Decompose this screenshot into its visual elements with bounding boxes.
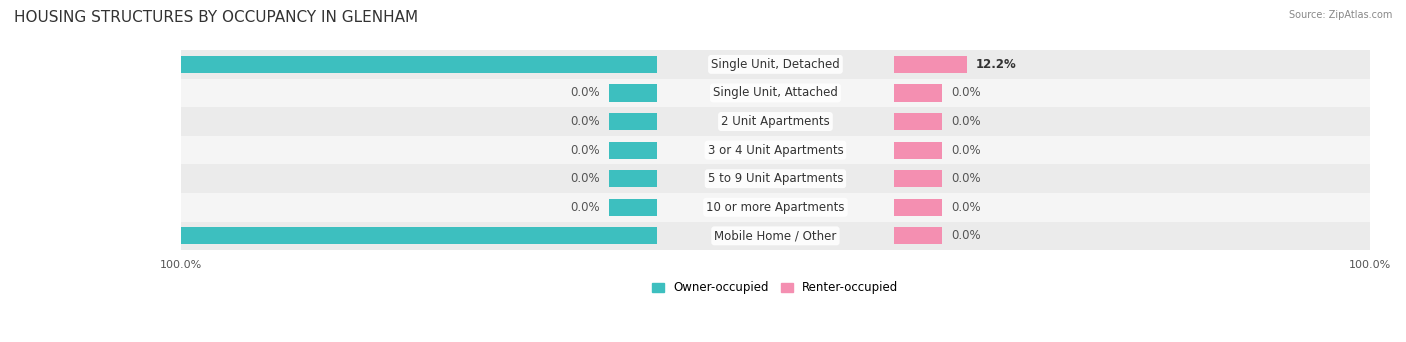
Bar: [135, 56, 657, 73]
Bar: [894, 227, 942, 245]
Bar: [609, 113, 657, 130]
Text: Single Unit, Attached: Single Unit, Attached: [713, 87, 838, 100]
Bar: [181, 136, 1369, 165]
Legend: Owner-occupied, Renter-occupied: Owner-occupied, Renter-occupied: [652, 281, 898, 294]
Text: 0.0%: 0.0%: [950, 172, 980, 185]
Text: 0.0%: 0.0%: [950, 144, 980, 157]
Text: 2 Unit Apartments: 2 Unit Apartments: [721, 115, 830, 128]
Bar: [609, 84, 657, 102]
Bar: [894, 142, 942, 159]
Text: 0.0%: 0.0%: [950, 201, 980, 214]
Text: 12.2%: 12.2%: [976, 58, 1017, 71]
Text: 0.0%: 0.0%: [571, 115, 600, 128]
Text: 0.0%: 0.0%: [571, 144, 600, 157]
Bar: [609, 199, 657, 216]
Bar: [181, 50, 1369, 79]
Bar: [894, 56, 967, 73]
Bar: [181, 222, 1369, 250]
Bar: [894, 170, 942, 187]
Text: HOUSING STRUCTURES BY OCCUPANCY IN GLENHAM: HOUSING STRUCTURES BY OCCUPANCY IN GLENH…: [14, 10, 418, 25]
Bar: [894, 84, 942, 102]
Text: 87.8%: 87.8%: [84, 58, 125, 71]
Text: 0.0%: 0.0%: [950, 229, 980, 242]
Bar: [894, 113, 942, 130]
Text: 0.0%: 0.0%: [571, 172, 600, 185]
Text: Source: ZipAtlas.com: Source: ZipAtlas.com: [1288, 10, 1392, 20]
Bar: [181, 193, 1369, 222]
Text: Mobile Home / Other: Mobile Home / Other: [714, 229, 837, 242]
Bar: [181, 165, 1369, 193]
Bar: [181, 107, 1369, 136]
Text: 10 or more Apartments: 10 or more Apartments: [706, 201, 845, 214]
Bar: [181, 79, 1369, 107]
Text: 0.0%: 0.0%: [950, 87, 980, 100]
Bar: [609, 142, 657, 159]
Text: 3 or 4 Unit Apartments: 3 or 4 Unit Apartments: [707, 144, 844, 157]
Text: 100.0%: 100.0%: [4, 229, 53, 242]
Bar: [894, 199, 942, 216]
Text: Single Unit, Detached: Single Unit, Detached: [711, 58, 839, 71]
Bar: [62, 227, 657, 245]
Text: 5 to 9 Unit Apartments: 5 to 9 Unit Apartments: [707, 172, 844, 185]
Bar: [609, 170, 657, 187]
Text: 0.0%: 0.0%: [571, 201, 600, 214]
Text: 0.0%: 0.0%: [571, 87, 600, 100]
Text: 0.0%: 0.0%: [950, 115, 980, 128]
